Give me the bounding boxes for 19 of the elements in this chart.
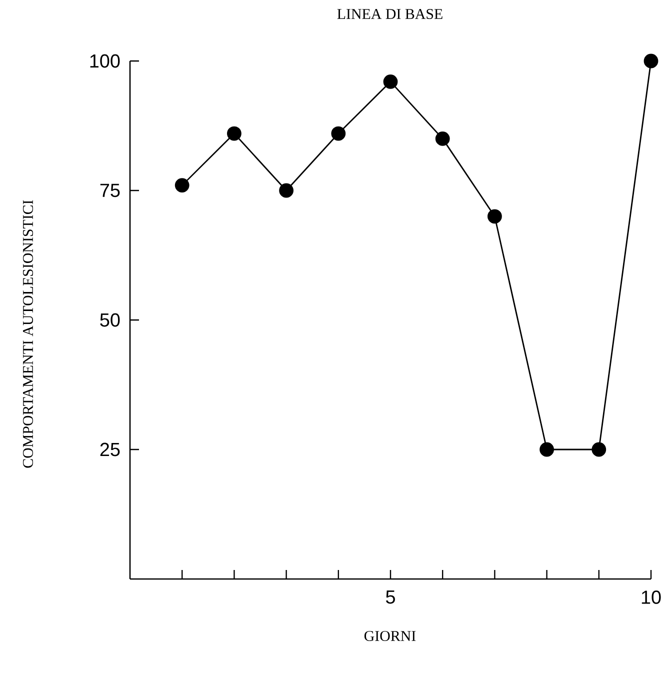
y-tick-label: 100: [90, 54, 120, 68]
point: [592, 442, 606, 457]
x-axis-title: GIORNI: [364, 630, 416, 642]
point: [435, 131, 450, 146]
point: [227, 126, 242, 141]
chart-title: LINEA DI BASE: [337, 8, 442, 20]
point: [279, 183, 294, 198]
point: [331, 126, 346, 141]
point: [644, 54, 658, 68]
y-axis-title: COMPORTAMENTI AUTOLESIONISTICI: [22, 200, 34, 468]
point: [540, 442, 554, 457]
point: [383, 74, 398, 89]
y-tick-label: 75: [100, 184, 120, 198]
point: [174, 178, 190, 193]
y-tick-label: 25: [100, 442, 120, 456]
point: [488, 209, 502, 224]
x-tick-label: 10: [642, 590, 661, 604]
y-tick-label: 50: [100, 313, 120, 327]
x-tick-label: 5: [386, 590, 395, 604]
